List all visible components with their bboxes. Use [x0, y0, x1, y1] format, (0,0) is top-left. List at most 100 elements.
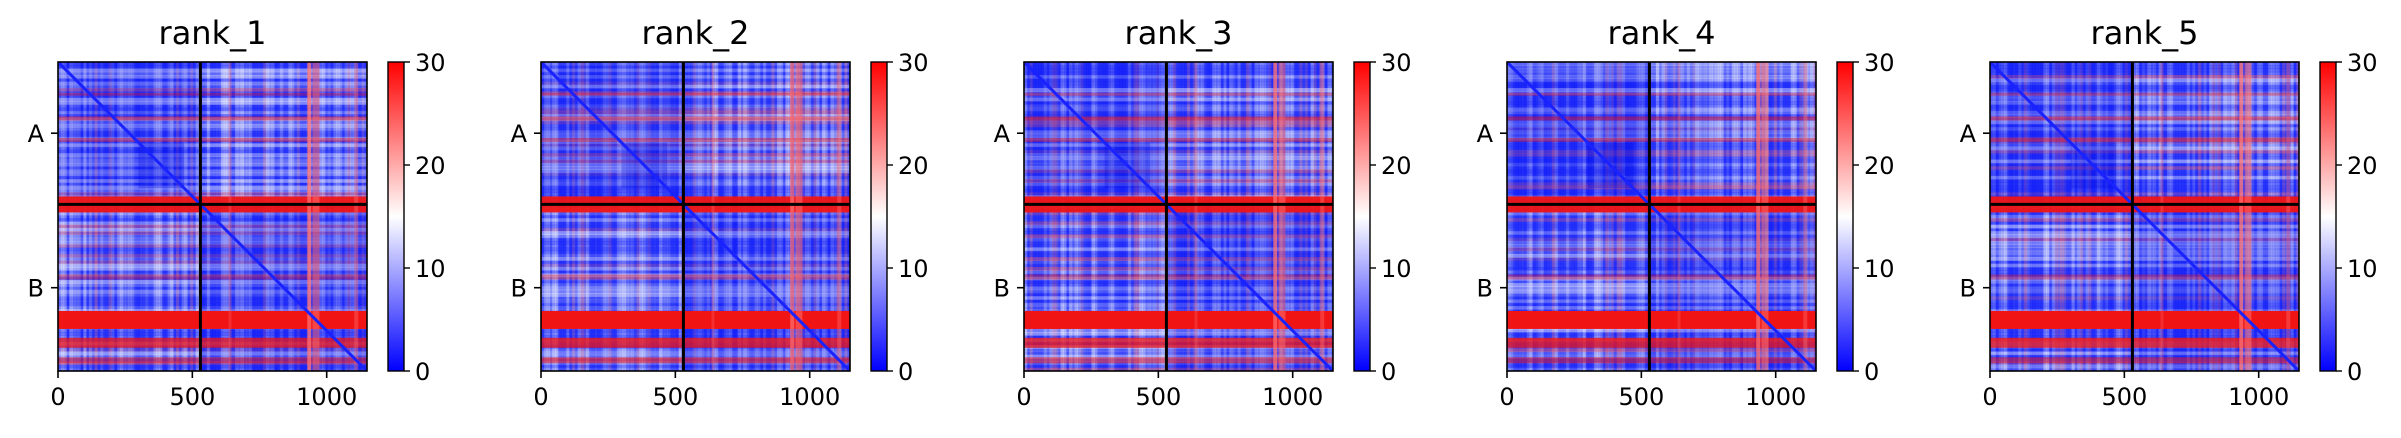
- red-band: [58, 116, 367, 121]
- heatmap-stripe: [541, 273, 850, 278]
- x-tick-label: 500: [2101, 383, 2147, 411]
- heatmap-stripe: [58, 234, 367, 239]
- heatmap-stripe: [585, 62, 590, 371]
- red-band: [1024, 137, 1333, 142]
- heatmap-stripe: [1689, 62, 1693, 371]
- heatmap-stripe: [1644, 62, 1649, 371]
- heatmap-stripe: [1507, 130, 1816, 135]
- heatmap-stripe: [2068, 62, 2073, 371]
- heatmap-stripe: [1507, 305, 1816, 310]
- heatmap-stripe: [541, 348, 850, 353]
- heatmap-stripe: [1066, 62, 1070, 371]
- heatmap-stripe: [1024, 127, 1333, 131]
- heatmap-stripe: [2158, 62, 2162, 371]
- heatmap-stripe: [1990, 231, 2299, 235]
- panel-title: rank_2: [642, 14, 750, 52]
- heatmap-stripe: [1024, 348, 1333, 353]
- heatmap-stripe: [723, 62, 727, 371]
- heatmap-stripe: [1097, 62, 1101, 371]
- heatmap-stripe: [1990, 91, 2299, 96]
- heatmap-stripe: [774, 62, 778, 371]
- heatmap-stripe: [1507, 71, 1816, 76]
- heatmap-stripe: [1327, 62, 1331, 371]
- y-tick-label: B: [1960, 275, 1976, 303]
- heatmap-cells: [1990, 62, 2299, 371]
- heatmap-stripe: [541, 237, 850, 242]
- heatmap-stripe: [352, 62, 357, 371]
- heatmap-stripe: [1192, 62, 1196, 371]
- heatmap-stripe: [2065, 62, 2070, 371]
- heatmap-stripe: [1215, 62, 1219, 371]
- heatmap-stripe: [720, 62, 725, 371]
- heatmap-stripe: [58, 227, 367, 232]
- heatmap-stripe: [58, 78, 367, 83]
- heatmap-stripe: [1990, 286, 2299, 291]
- heatmap-stripe: [58, 120, 367, 125]
- heatmap-stripe: [1507, 218, 1816, 222]
- heatmap-stripe: [1596, 62, 1601, 371]
- heatmap-stripe: [1990, 305, 2299, 310]
- heatmap-stripe: [541, 172, 850, 177]
- heatmap-stripe: [1507, 169, 1816, 174]
- heatmap-stripe: [2237, 62, 2241, 371]
- heatmap-stripe: [1627, 62, 1632, 371]
- heatmap-stripe: [1206, 62, 1210, 371]
- heatmap-stripe: [2225, 62, 2230, 371]
- heatmap-stripe: [1723, 62, 1727, 371]
- heatmap-stripe: [72, 62, 76, 371]
- heatmap-stripe: [1040, 62, 1045, 371]
- heatmap-stripe: [111, 62, 115, 371]
- heatmap-stripe: [1507, 68, 1816, 73]
- heatmap-stripe: [664, 62, 669, 371]
- heatmap-stripe: [1161, 62, 1166, 371]
- heatmap-stripe: [1509, 62, 1514, 371]
- heatmap-stripe: [541, 296, 850, 301]
- heatmap-stripe: [689, 62, 694, 371]
- heatmap-stripe: [1507, 120, 1816, 125]
- red-band: [1320, 62, 1325, 371]
- heatmap-stripe: [1507, 133, 1816, 138]
- heatmap-stripe: [1653, 62, 1657, 371]
- heatmap-stripe: [819, 62, 823, 371]
- heatmap-stripe: [1057, 62, 1062, 371]
- heatmap-stripe: [541, 299, 850, 304]
- heatmap-stripe: [1507, 257, 1816, 262]
- red-band: [354, 62, 359, 371]
- heatmap-stripe: [1990, 185, 2299, 190]
- heatmap-stripe: [541, 94, 850, 99]
- heatmap-stripe: [58, 231, 367, 235]
- heatmap-stripe: [1024, 279, 1333, 284]
- heatmap-stripe: [1998, 62, 2002, 371]
- heatmap-stripe: [1203, 62, 1208, 371]
- heatmap-stripe: [1245, 62, 1250, 371]
- heatmap-stripe: [58, 156, 367, 161]
- heatmap-stripe: [1543, 62, 1547, 371]
- heatmap-stripe: [2057, 62, 2061, 371]
- heatmap-stripe: [1024, 234, 1333, 239]
- heatmap-stripe: [1990, 244, 2299, 248]
- heatmap-stripe: [243, 62, 247, 371]
- heatmap-stripe: [1507, 286, 1816, 291]
- heatmap-stripe: [1585, 62, 1590, 371]
- colorbar-tick-label: 0: [1381, 358, 1396, 386]
- heatmap-stripe: [1024, 286, 1333, 291]
- heatmap-stripe: [541, 114, 850, 118]
- heatmap-stripe: [175, 62, 180, 371]
- colorbar-tick-label: 30: [898, 49, 929, 77]
- heatmap-stripe: [147, 62, 152, 371]
- heatmap-stripe: [1507, 364, 1816, 369]
- y-tick-label: B: [28, 275, 44, 303]
- heatmap-stripe: [1212, 62, 1216, 371]
- heatmap-stripe: [358, 62, 362, 371]
- heatmap-stripe: [1990, 263, 2299, 268]
- heatmap-stripe: [1307, 62, 1312, 371]
- heatmap-stripe: [1990, 104, 2299, 109]
- heatmap-stripe: [361, 62, 365, 371]
- heatmap-stripe: [1254, 62, 1258, 371]
- heatmap-stripe: [58, 175, 367, 180]
- heatmap-stripe: [1507, 296, 1816, 301]
- heatmap-stripe: [1810, 62, 1814, 371]
- heatmap-stripe: [835, 62, 840, 371]
- heatmap-stripe: [701, 62, 705, 371]
- heatmap-stripe: [2195, 62, 2199, 371]
